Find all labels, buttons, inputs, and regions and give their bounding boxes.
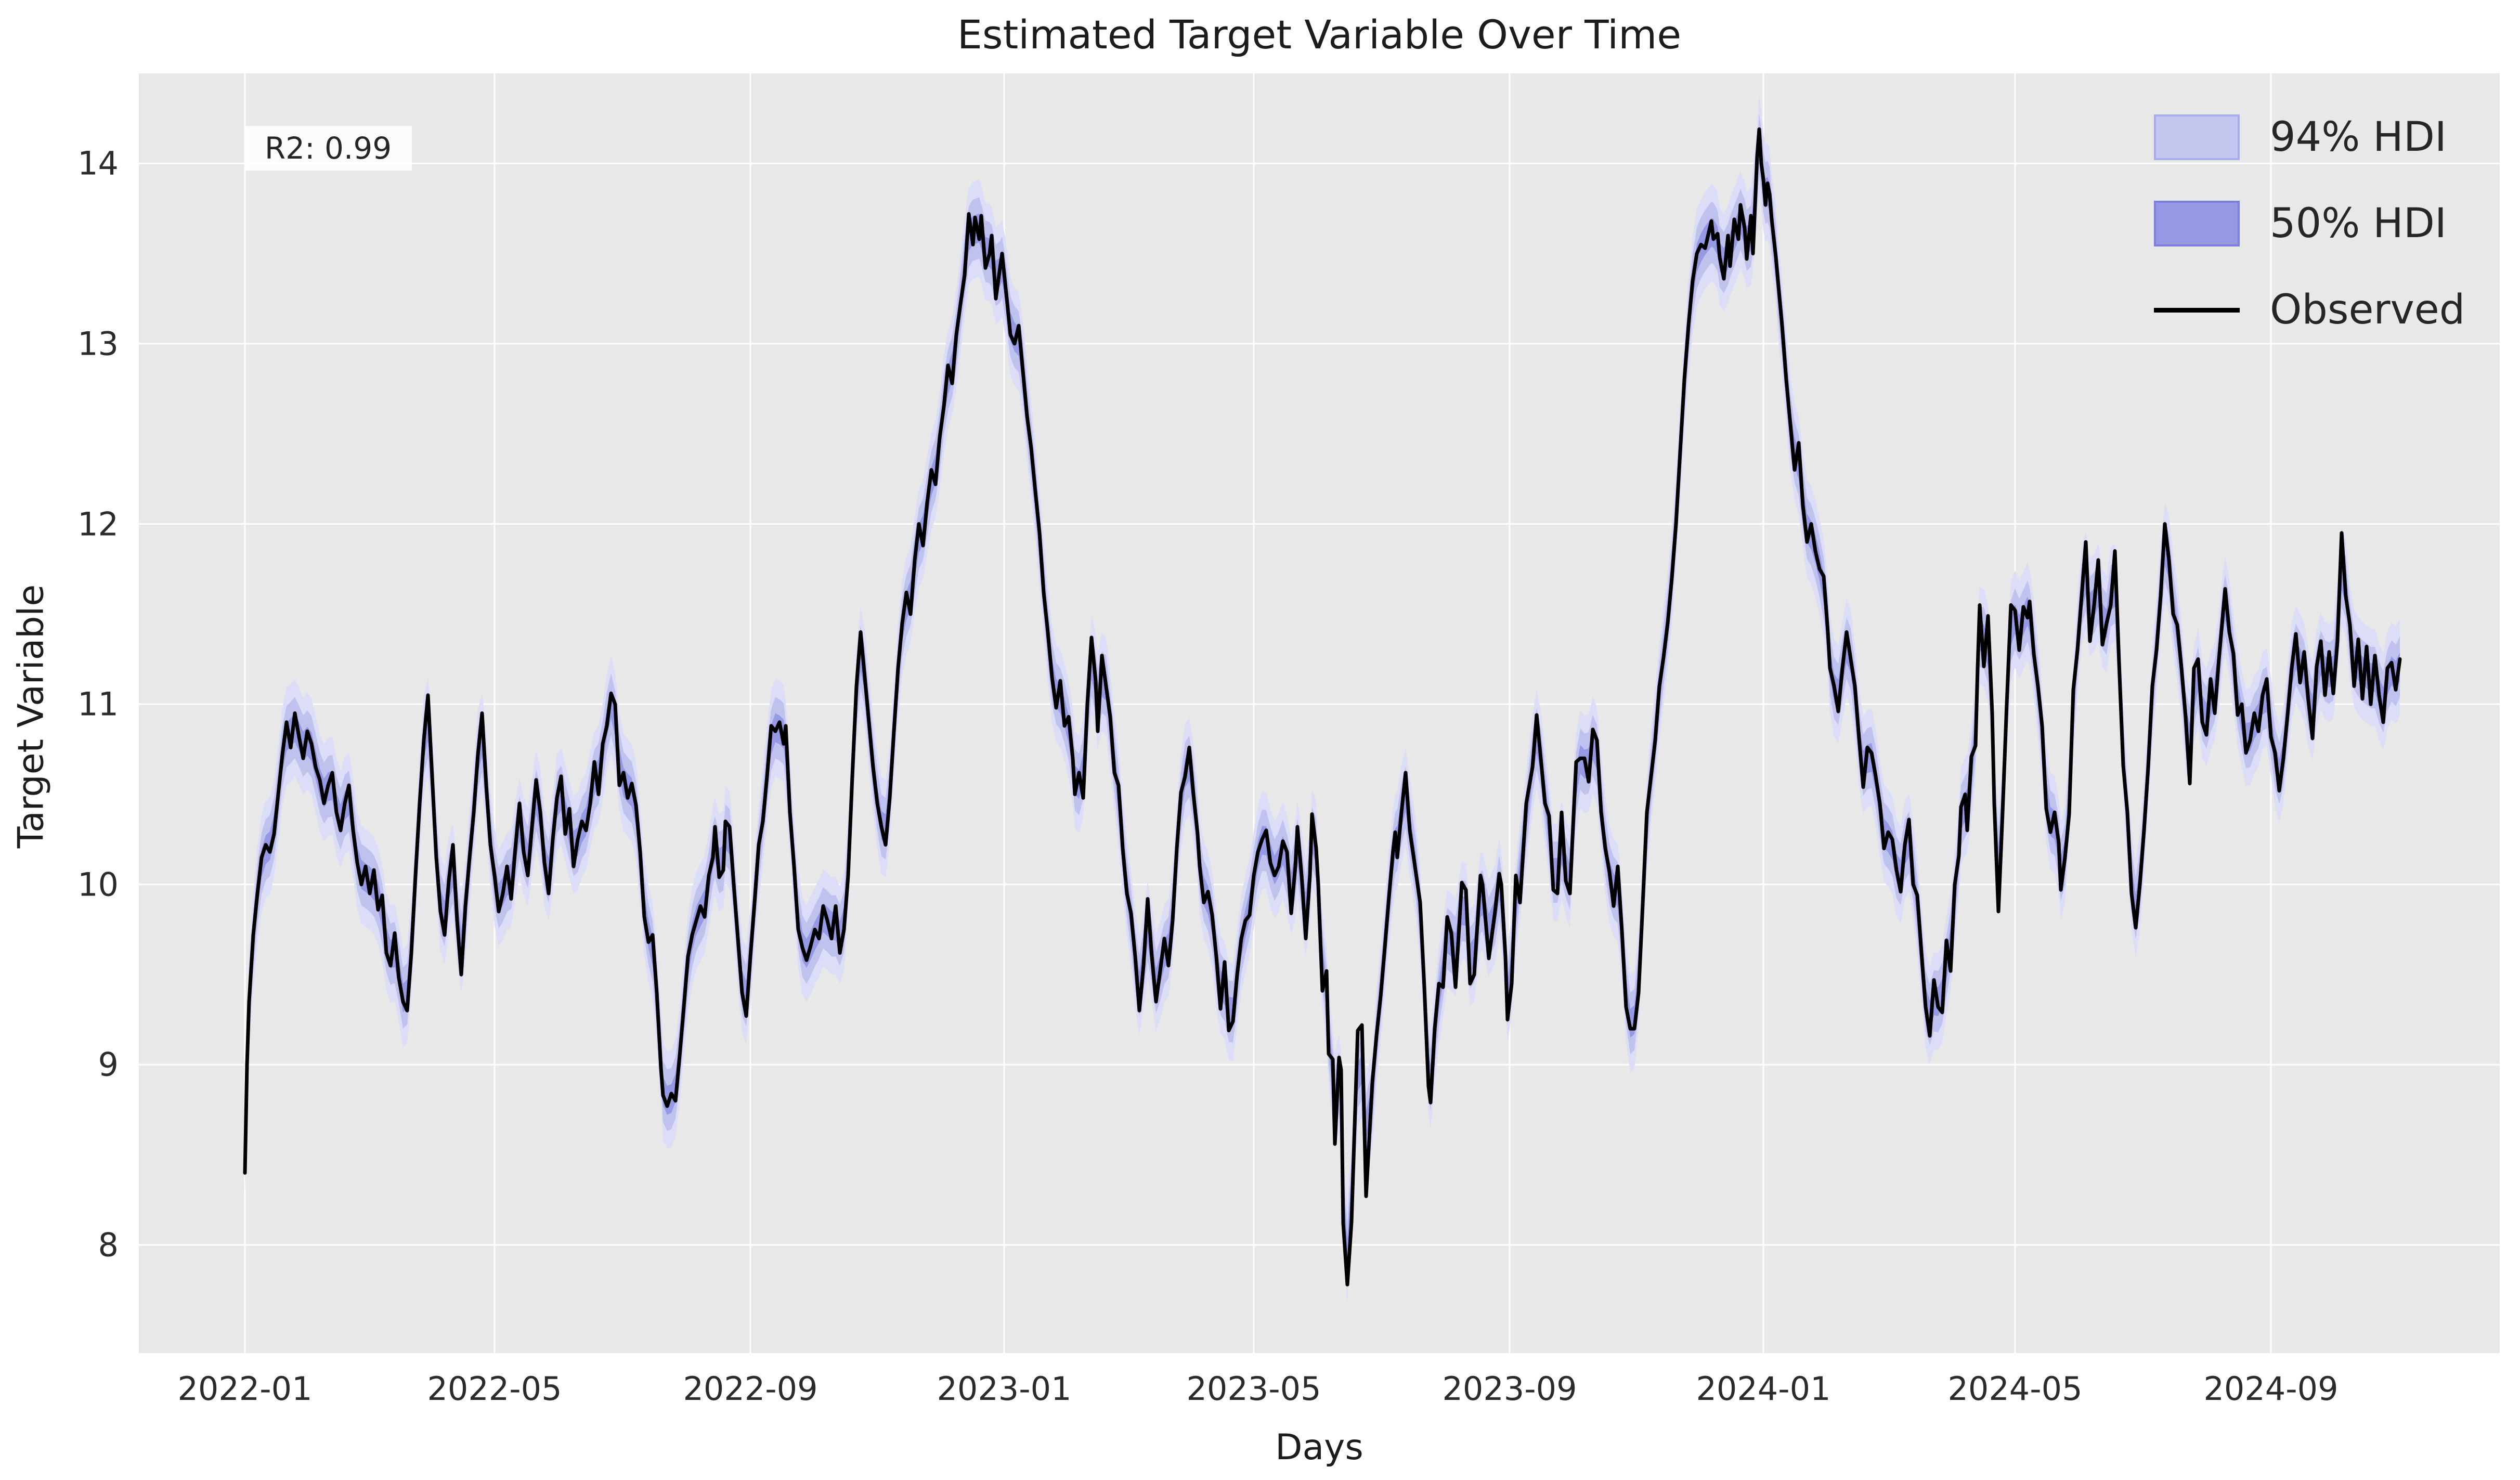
chart-title: Estimated Target Variable Over Time (957, 11, 1682, 58)
y-tick-label: 10 (77, 865, 119, 904)
hdi94-patch-icon (2154, 114, 2240, 160)
x-tick-label: 2024-09 (2203, 1370, 2339, 1408)
x-axis-label: Days (1275, 1427, 1363, 1468)
legend-row-50hdi: 50% HDI (2154, 200, 2465, 248)
hdi50-patch-icon (2154, 201, 2240, 246)
legend-label-94hdi: 94% HDI (2270, 114, 2447, 161)
x-tick-label: 2022-01 (177, 1370, 313, 1408)
x-tick-label: 2023-01 (937, 1370, 1072, 1408)
y-tick-label: 12 (77, 505, 119, 543)
x-tick-label: 2023-05 (1186, 1370, 1321, 1408)
x-tick-label: 2023-09 (1442, 1370, 1577, 1408)
y-tick-label: 11 (77, 685, 119, 723)
r2-annotation: R2: 0.99 (244, 126, 412, 171)
y-tick-label: 9 (98, 1045, 119, 1084)
r2-annotation-text: R2: 0.99 (264, 131, 392, 166)
legend-row-94hdi: 94% HDI (2154, 113, 2465, 161)
legend-label-observed: Observed (2270, 287, 2465, 333)
observed-line-icon (2154, 307, 2240, 313)
y-tick-label: 14 (77, 144, 119, 183)
x-tick-label: 2022-09 (683, 1370, 818, 1408)
legend: 94% HDI 50% HDI Observed (2154, 113, 2465, 334)
x-tick-label: 2024-01 (1696, 1370, 1831, 1408)
legend-label-50hdi: 50% HDI (2270, 200, 2447, 247)
x-tick-label: 2022-05 (427, 1370, 562, 1408)
y-tick-label: 13 (77, 324, 119, 363)
x-tick-label: 2024-05 (1947, 1370, 2083, 1408)
y-tick-label: 8 (98, 1226, 119, 1264)
legend-row-observed: Observed (2154, 286, 2465, 334)
